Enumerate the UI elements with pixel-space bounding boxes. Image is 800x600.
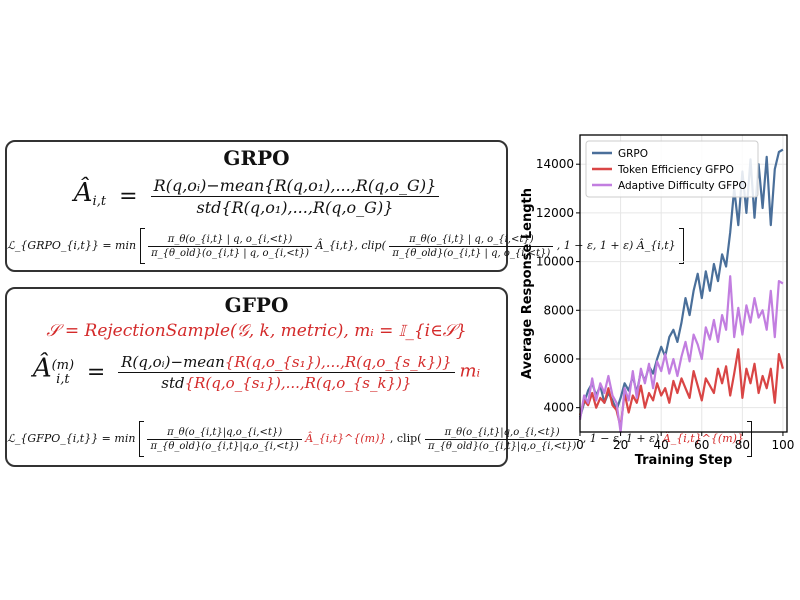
series-line-1: [578, 348, 784, 429]
grpo-clip-tail: , 1 − ε, 1 + ε) Â_{i,t}: [556, 239, 676, 252]
right-bracket: [679, 228, 685, 264]
gfpo-filtered-std: {R(q,o_{s₁}),...,R(q,o_{s_k})}: [184, 374, 412, 392]
y-tick-label: 4000: [543, 401, 574, 415]
grpo-ratio: π_θ(o_{i,t} | q, o_{i,<t}) π_{θ_old}(o_{…: [148, 234, 312, 259]
grpo-loss-equation: ℒ_{GRPO_{i,t}} = min π_θ(o_{i,t} | q, o_…: [7, 228, 685, 264]
gfpo-advantage-equation: Â (m) i,t = R(q,oᵢ)−mean{R(q,o_{s₁}),...,R…: [7, 353, 506, 392]
grpo-advantage-numerator: R(q,oᵢ)−mean{R(q,o₁),...,R(q,o_G)}: [150, 176, 440, 197]
grpo-advantage-fraction: R(q,oᵢ)−mean{R(q,o₁),...,R(q,o_G)} std{R…: [150, 176, 440, 217]
gfpo-ratio-denominator: π_{θ_old}(o_{i,t}|q,o_{i,<t}): [150, 440, 299, 452]
grpo-advantage-term: Â_{i,t}, clip(: [315, 239, 386, 252]
x-tick-label: 80: [735, 438, 750, 452]
y-tick-label: 8000: [543, 303, 574, 317]
grpo-ratio-denominator: π_{θ_old}(o_{i,t} | q, o_{i,<t}): [151, 247, 309, 259]
grpo-clip-ratio-denominator: π_{θ_old}(o_{i,t} | q, o_{i,<t}): [392, 247, 551, 259]
gfpo-loss-lhs: ℒ_{GFPO_{i,t}} = min: [7, 432, 136, 445]
gfpo-clip-ratio-denominator: π_{θ_old}(o_{i,t}|q,o_{i,<t}): [427, 440, 577, 452]
grpo-title: GRPO: [223, 146, 290, 170]
gfpo-clip-ratio-numerator: π_θ(o_{i,t}|q,o_{i,<t}): [424, 427, 580, 440]
gfpo-clip-label: , clip(: [389, 432, 422, 445]
legend-box: [585, 140, 759, 198]
grpo-clip-ratio-numerator: π_θ(o_{i,t} | q, o_{i,<t}): [389, 234, 554, 247]
gfpo-advantage-denominator: std: [161, 374, 185, 392]
advantage-symbol: Â: [73, 178, 93, 208]
gfpo-advantage-fraction: R(q,oᵢ)−mean{R(q,o_{s₁}),...,R(q,o_{s_k}…: [118, 353, 455, 392]
equals-sign: =: [119, 184, 138, 209]
y-axis-label: Average Response Length: [520, 188, 535, 379]
gfpo-clip-tail: , 1 − ε, 1 + ε): [582, 432, 660, 445]
gfpo-ratio: π_θ(o_{i,t}|q,o_{i,<t}) π_{θ_old}(o_{i,t…: [147, 427, 302, 452]
y-tick-label: 12000: [536, 206, 574, 220]
gfpo-clip-ratio: π_θ(o_{i,t}|q,o_{i,<t}) π_{θ_old}(o_{i,t…: [424, 427, 580, 452]
advantage-subscript: i,t: [56, 371, 70, 387]
x-tick-label: 20: [613, 438, 628, 452]
grpo-panel: GRPO Âi,t = R(q,oᵢ)−mean{R(q,o₁),...,R(q…: [5, 140, 685, 272]
series-line-2: [578, 275, 784, 434]
gfpo-advantage-numerator: R(q,oᵢ)−mean: [121, 353, 225, 371]
gfpo-mask: mᵢ: [459, 360, 481, 382]
y-tick-label: 14000: [536, 157, 574, 171]
advantage-superscript: (m): [51, 357, 75, 373]
gfpo-sample-line: 𝒮 = RejectionSample(𝒢, k, metric), mᵢ = …: [46, 321, 467, 341]
advantage-symbol: Â: [32, 353, 52, 384]
left-bracket: [139, 228, 145, 264]
legend-entry: Adaptive Difficulty GFPO: [618, 180, 747, 192]
grpo-ratio-numerator: π_θ(o_{i,t} | q, o_{i,<t}): [148, 234, 312, 247]
x-tick-label: 40: [654, 438, 669, 452]
gfpo-advantage-term: Â_{i,t}^{(m)}: [305, 432, 387, 445]
x-axis-label: Training Step: [635, 453, 733, 468]
y-tick-label: 6000: [543, 352, 574, 366]
plot-frame: [579, 134, 788, 433]
left-bracket: [138, 421, 144, 457]
advantage-subscript: i,t: [92, 194, 107, 210]
y-tick-label: 10000: [536, 255, 574, 269]
chart-legend: GRPO Token Efficiency GFPO Adaptive Diffic…: [585, 140, 759, 198]
grpo-advantage-denominator: std{R(q,o₁),...,R(q,o_G)}: [196, 198, 394, 217]
legend-entry: GRPO: [618, 148, 648, 160]
gfpo-ratio-numerator: π_θ(o_{i,t}|q,o_{i,<t}): [147, 427, 302, 440]
gfpo-title: GFPO: [224, 293, 289, 317]
gfpo-clip-advantage: Â_{i,t}^{(m)}: [662, 432, 744, 445]
grpo-advantage-equation: Âi,t = R(q,oᵢ)−mean{R(q,o₁),...,R(q,o_G)…: [7, 176, 506, 217]
response-length-chart: 0 20 40 60 80 100 4000 6000 8000 10000 12000 14000 …: [515, 120, 800, 480]
tick-layer: 0 20 40 60 80 100 4000 6000 8000 10000 12000 14000: [536, 157, 795, 452]
grpo-loss-lhs: ℒ_{GRPO_{i,t}} = min: [7, 239, 137, 252]
legend-entry: Token Efficiency GFPO: [617, 164, 734, 176]
chart-svg: 0 20 40 60 80 100400060008000100001200014000 …: [520, 134, 795, 468]
x-tick-label: 0: [576, 438, 584, 452]
gfpo-filtered-rewards: {R(q,o_{s₁}),...,R(q,o_{s_k})}: [224, 353, 452, 371]
right-bracket: [747, 421, 753, 457]
x-tick-label: 60: [694, 438, 709, 452]
x-tick-label: 100: [771, 438, 794, 452]
gfpo-loss-equation: ℒ_{GFPO_{i,t}} = min π_θ(o_{i,t}|q,o_{i,…: [7, 421, 753, 457]
equals-sign: =: [86, 360, 106, 385]
gfpo-panel: GFPO 𝒮 = RejectionSample(𝒢, k, metric), …: [5, 287, 753, 467]
grpo-clip-ratio: π_θ(o_{i,t} | q, o_{i,<t}) π_{θ_old}(o_{…: [389, 234, 554, 259]
